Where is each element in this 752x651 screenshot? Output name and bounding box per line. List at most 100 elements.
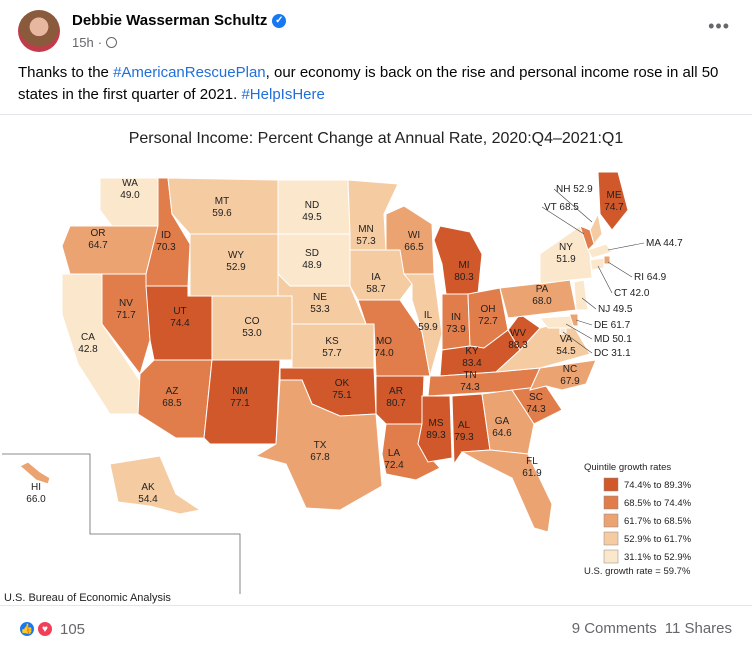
state-md	[539, 315, 575, 329]
state-value-label: 49.5	[302, 212, 322, 223]
state-abbr-label: ME	[607, 190, 622, 201]
state-value-label: 59.9	[418, 322, 438, 333]
state-value-label: 54.4	[138, 494, 158, 505]
state-value-label: 52.9	[226, 262, 246, 273]
callout-label-dc: DC 31.1	[594, 348, 631, 359]
us-growth-rate: U.S. growth rate = 59.7%	[584, 566, 691, 577]
state-value-label: 67.8	[310, 452, 330, 463]
legend-label: 68.5% to 74.4%	[624, 498, 692, 509]
state-value-label: 64.7	[88, 240, 108, 251]
callout-leader-line	[581, 297, 597, 310]
legend-label: 31.1% to 52.9%	[624, 552, 692, 563]
callout-label-md: MD 50.1	[594, 334, 632, 345]
post-author[interactable]: Debbie Wasserman Schultz ✓	[72, 12, 287, 29]
state-value-label: 74.0	[374, 348, 394, 359]
hashtag-help-is-here[interactable]: #HelpIsHere	[241, 86, 325, 103]
legend-label: 74.4% to 89.3%	[624, 480, 692, 491]
state-value-label: 64.6	[492, 428, 512, 439]
state-value-label: 68.0	[532, 296, 552, 307]
state-value-label: 74.4	[170, 318, 190, 329]
state-value-label: 73.9	[446, 324, 466, 335]
state-value-label: 74.7	[604, 202, 624, 213]
state-abbr-label: MS	[429, 418, 444, 429]
like-reaction-icon: 👍	[18, 620, 36, 638]
callout-leader-line	[565, 323, 593, 340]
state-abbr-label: MI	[458, 260, 469, 271]
legend-swatch	[603, 513, 619, 528]
state-value-label: 66.5	[404, 242, 424, 253]
state-ak	[109, 455, 202, 515]
reactions-summary[interactable]: 👍 ♥ 105	[18, 620, 85, 638]
hashtag-american-rescue-plan[interactable]: #AmericanRescuePlan	[113, 64, 266, 81]
legend-swatch	[603, 477, 619, 492]
state-vt	[579, 225, 595, 251]
engagement-stats: 9 Comments 11 Shares	[572, 620, 732, 637]
state-value-label: 67.9	[560, 376, 580, 387]
shares-count[interactable]: 11 Shares	[664, 620, 732, 637]
state-abbr-label: AK	[141, 482, 155, 493]
globe-icon	[106, 37, 118, 48]
legend-swatch	[603, 549, 619, 564]
state-nj	[573, 279, 589, 311]
reaction-count[interactable]: 105	[60, 620, 86, 638]
us-state-map: WA49.0OR64.7CA42.8NV71.7ID70.3MT59.6WY52…	[2, 171, 692, 594]
more-options-button[interactable]: •••	[708, 16, 730, 36]
state-abbr-label: NY	[559, 242, 573, 253]
callout-leader-line	[597, 265, 613, 294]
state-value-label: 83.4	[462, 358, 482, 369]
legend-label: 52.9% to 61.7%	[624, 534, 692, 545]
callout-leader-line	[541, 206, 585, 235]
state-abbr-label: WY	[228, 250, 244, 261]
state-value-label: 57.7	[322, 348, 342, 359]
state-abbr-label: IN	[451, 312, 461, 323]
state-hi	[19, 461, 51, 485]
state-nm	[203, 359, 281, 445]
state-or	[61, 225, 159, 275]
state-value-label: 79.3	[454, 432, 474, 443]
state-abbr-label: OK	[335, 378, 350, 389]
state-nv	[101, 273, 151, 376]
state-abbr-label: KY	[465, 346, 479, 357]
state-abbr-label: AZ	[166, 386, 179, 397]
legend-swatch	[603, 531, 619, 546]
state-value-label: 72.4	[384, 460, 404, 471]
post-footer: 👍 ♥ 105 9 Comments 11 Shares	[0, 606, 752, 651]
state-abbr-label: TN	[463, 370, 476, 381]
comments-count[interactable]: 9 Comments	[571, 620, 657, 637]
state-abbr-label: WA	[122, 178, 138, 189]
callout-leader-line	[575, 319, 593, 326]
state-value-label: 72.7	[478, 316, 498, 327]
legend-swatch	[603, 495, 619, 510]
state-abbr-label: MT	[215, 196, 229, 207]
legend-title: Quintile growth rates	[584, 462, 671, 473]
post-time[interactable]: 15h	[72, 35, 94, 50]
state-ma	[587, 243, 613, 259]
state-value-label: 57.3	[356, 236, 376, 247]
author-name[interactable]: Debbie Wasserman Schultz	[72, 12, 268, 29]
verified-badge-icon: ✓	[272, 13, 287, 28]
state-abbr-label: AL	[458, 420, 471, 431]
state-abbr-label: LA	[388, 448, 401, 459]
state-value-label: 80.7	[386, 398, 406, 409]
state-abbr-label: PA	[536, 284, 549, 295]
state-me	[597, 171, 629, 231]
state-abbr-label: VA	[560, 334, 573, 345]
state-value-label: 74.3	[526, 404, 546, 415]
state-value-label: 61.9	[522, 468, 542, 479]
state-value-label: 68.5	[162, 398, 182, 409]
state-value-label: 75.1	[332, 390, 352, 401]
state-value-label: 49.0	[120, 190, 140, 201]
avatar[interactable]	[18, 10, 60, 52]
state-value-label: 53.3	[310, 304, 330, 315]
callout-label-nj: NJ 49.5	[598, 304, 633, 315]
state-ct	[589, 257, 605, 271]
callout-leader-line	[562, 331, 593, 354]
callout-label-ri: RI 64.9	[634, 272, 667, 283]
state-abbr-label: IL	[424, 310, 433, 321]
state-abbr-label: TX	[314, 440, 327, 451]
state-abbr-label: NM	[232, 386, 248, 397]
state-ms	[417, 395, 453, 463]
state-fl	[460, 449, 553, 533]
state-wv	[507, 313, 541, 351]
